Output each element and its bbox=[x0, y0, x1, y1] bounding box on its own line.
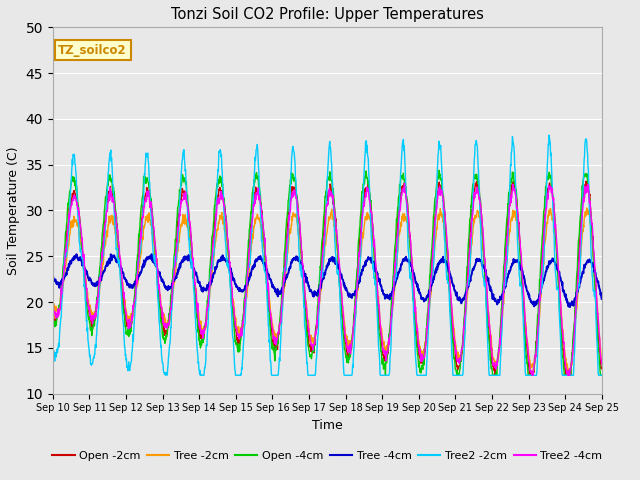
Open -4cm bbox=[453, 372, 461, 378]
Open -2cm bbox=[157, 312, 165, 318]
Tree2 -2cm bbox=[172, 264, 179, 270]
Tree -2cm bbox=[564, 371, 572, 376]
Tree -2cm bbox=[232, 326, 240, 332]
Legend: Open -2cm, Tree -2cm, Open -4cm, Tree -4cm, Tree2 -2cm, Tree2 -4cm: Open -2cm, Tree -2cm, Open -4cm, Tree -4… bbox=[48, 447, 607, 466]
Tree2 -2cm bbox=[598, 372, 605, 378]
Open -2cm bbox=[413, 326, 420, 332]
X-axis label: Time: Time bbox=[312, 419, 342, 432]
Tree -2cm bbox=[583, 205, 591, 211]
Tree -4cm bbox=[598, 296, 605, 302]
Tree -2cm bbox=[484, 310, 492, 316]
Text: TZ_soilco2: TZ_soilco2 bbox=[58, 44, 127, 57]
Tree2 -2cm bbox=[157, 352, 165, 358]
Tree2 -4cm bbox=[484, 311, 492, 317]
Tree2 -4cm bbox=[598, 361, 605, 367]
Tree -4cm bbox=[484, 275, 492, 281]
Title: Tonzi Soil CO2 Profile: Upper Temperatures: Tonzi Soil CO2 Profile: Upper Temperatur… bbox=[171, 7, 484, 22]
Open -4cm bbox=[157, 322, 165, 328]
Open -2cm bbox=[533, 336, 541, 342]
Tree2 -4cm bbox=[157, 304, 165, 310]
Tree2 -2cm bbox=[49, 341, 57, 347]
Tree -4cm bbox=[73, 252, 81, 257]
Tree -2cm bbox=[171, 272, 179, 278]
Tree -2cm bbox=[598, 357, 605, 363]
Tree2 -2cm bbox=[484, 356, 492, 361]
Tree2 -4cm bbox=[533, 333, 541, 338]
Tree2 -4cm bbox=[401, 180, 408, 186]
Tree2 -4cm bbox=[49, 304, 57, 310]
Tree2 -2cm bbox=[162, 372, 170, 378]
Line: Tree2 -2cm: Tree2 -2cm bbox=[53, 135, 602, 375]
Tree2 -2cm bbox=[545, 132, 553, 138]
Open -2cm bbox=[171, 259, 179, 264]
Tree2 -2cm bbox=[533, 369, 541, 375]
Tree2 -4cm bbox=[529, 372, 536, 378]
Tree2 -4cm bbox=[171, 264, 179, 269]
Open -2cm bbox=[232, 330, 240, 336]
Tree2 -2cm bbox=[413, 371, 420, 377]
Tree -4cm bbox=[413, 281, 420, 287]
Open -4cm bbox=[413, 340, 420, 346]
Tree -2cm bbox=[157, 304, 165, 310]
Open -2cm bbox=[598, 366, 605, 372]
Tree -4cm bbox=[172, 276, 179, 281]
Open -2cm bbox=[49, 305, 57, 311]
Y-axis label: Soil Temperature (C): Soil Temperature (C) bbox=[7, 146, 20, 275]
Tree -2cm bbox=[532, 343, 540, 348]
Open -4cm bbox=[485, 336, 493, 342]
Line: Tree2 -4cm: Tree2 -4cm bbox=[53, 183, 602, 375]
Open -2cm bbox=[484, 313, 492, 319]
Tree2 -4cm bbox=[232, 326, 240, 332]
Tree2 -2cm bbox=[233, 372, 241, 378]
Tree -2cm bbox=[413, 317, 420, 323]
Line: Tree -2cm: Tree -2cm bbox=[53, 208, 602, 373]
Tree -4cm bbox=[49, 274, 57, 280]
Open -4cm bbox=[435, 168, 443, 173]
Line: Open -4cm: Open -4cm bbox=[53, 170, 602, 375]
Open -2cm bbox=[491, 372, 499, 378]
Open -4cm bbox=[49, 319, 57, 324]
Open -4cm bbox=[171, 247, 179, 252]
Tree -4cm bbox=[533, 298, 541, 303]
Tree -4cm bbox=[233, 283, 241, 289]
Line: Open -2cm: Open -2cm bbox=[53, 180, 602, 375]
Tree -2cm bbox=[49, 299, 57, 305]
Tree -4cm bbox=[158, 278, 166, 284]
Tree2 -4cm bbox=[413, 322, 420, 327]
Open -4cm bbox=[232, 341, 240, 347]
Line: Tree -4cm: Tree -4cm bbox=[53, 254, 602, 307]
Tree -4cm bbox=[566, 304, 574, 310]
Open -2cm bbox=[474, 177, 481, 183]
Open -4cm bbox=[533, 323, 541, 328]
Open -4cm bbox=[598, 372, 605, 378]
